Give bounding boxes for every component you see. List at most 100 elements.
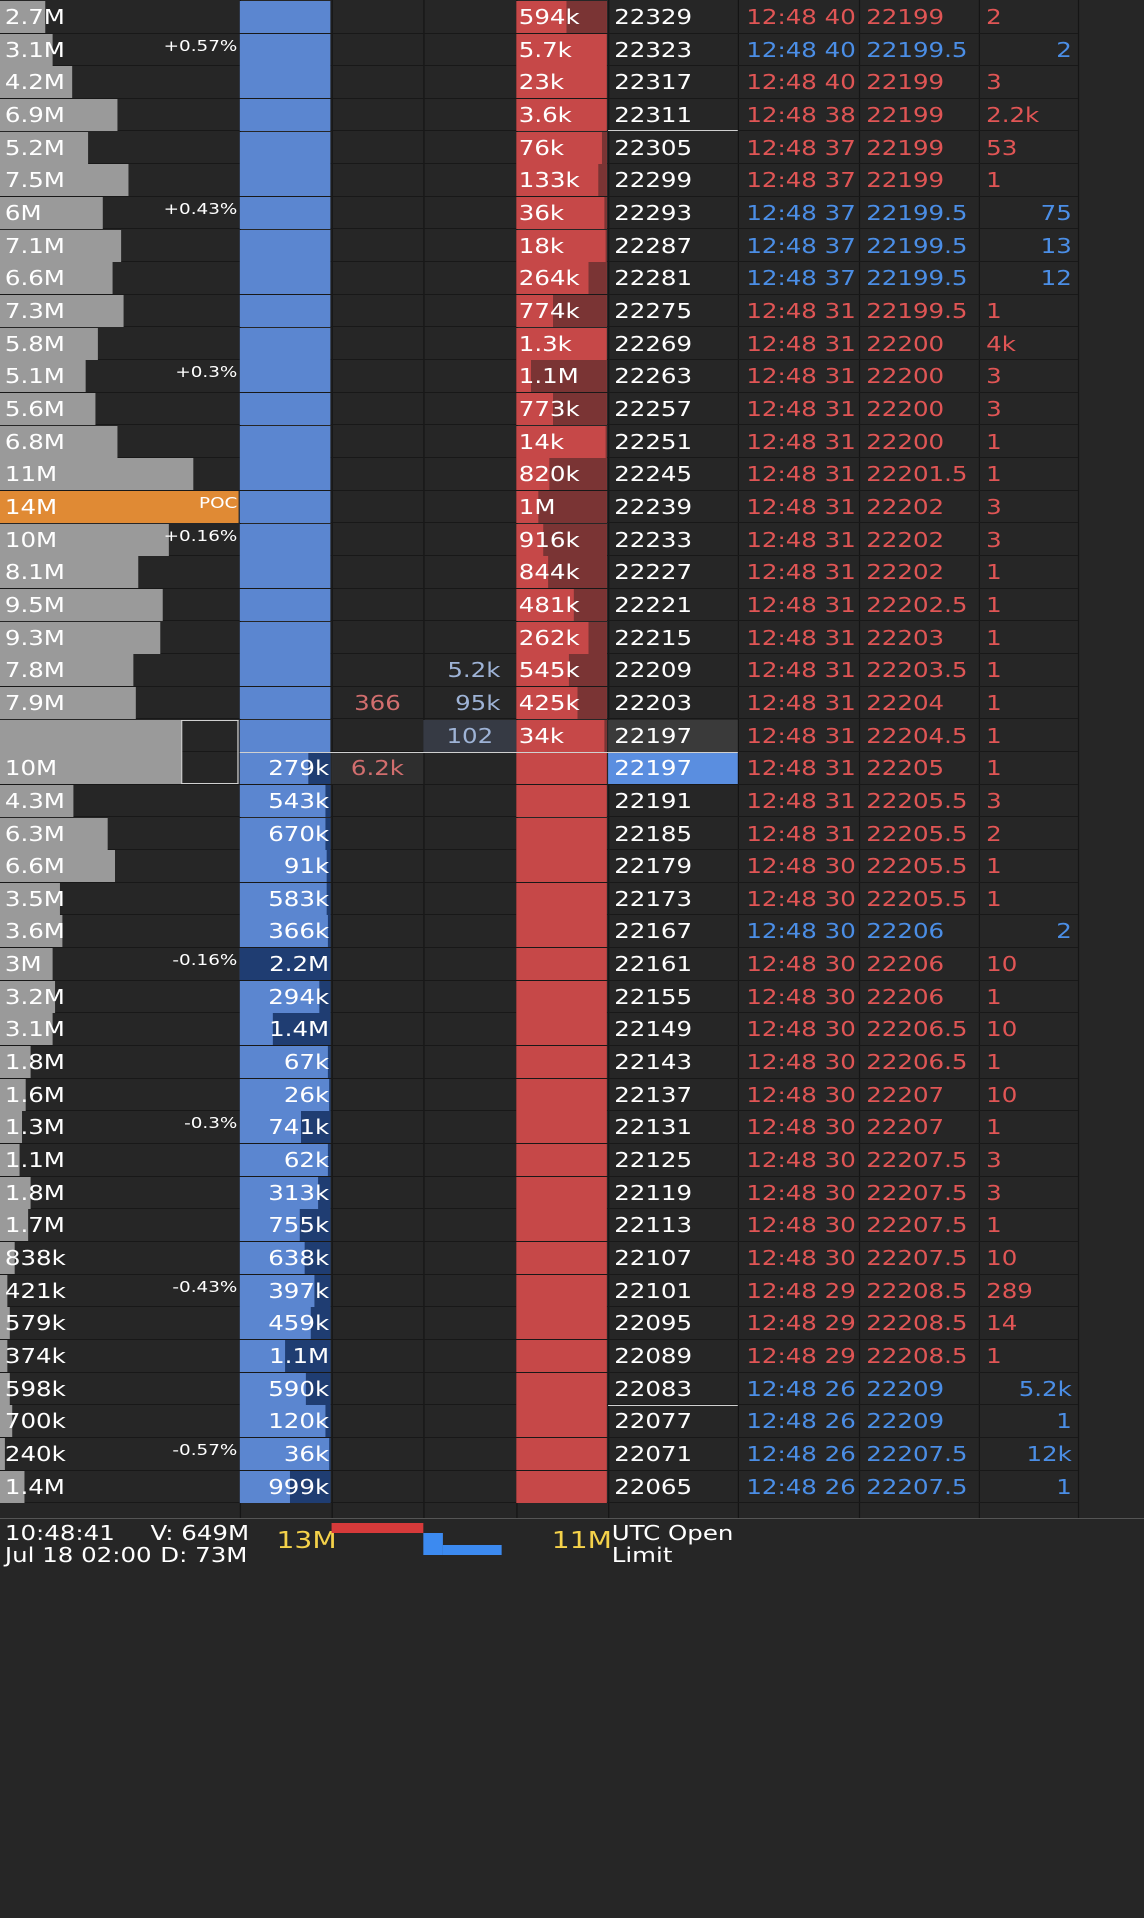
ask-size[interactable]: 18k <box>518 233 565 258</box>
price-level[interactable]: 22275 <box>614 298 693 323</box>
ladder-row[interactable]: 421k -0.43% 397k 22101 12:48 29 22208.5 289 <box>0 1274 1078 1308</box>
ask-size[interactable]: 133k <box>518 168 580 193</box>
price-level[interactable]: 22143 <box>614 1050 693 1075</box>
price-level[interactable]: 22131 <box>614 1115 693 1140</box>
bid-size[interactable]: 543k <box>268 788 330 813</box>
bid-size[interactable]: 279k <box>268 756 330 781</box>
ladder-row[interactable]: 7.5M 133k 22299 12:48 37 22199 1 <box>0 164 1078 197</box>
price-level[interactable]: 22101 <box>614 1278 693 1303</box>
price-level[interactable]: 22293 <box>614 200 693 225</box>
price-level[interactable]: 22065 <box>614 1474 693 1499</box>
price-level[interactable]: 22287 <box>614 233 693 258</box>
price-level[interactable]: 22107 <box>614 1246 693 1271</box>
ladder-row[interactable]: 5.6M 773k 22257 12:48 31 22200 3 <box>0 392 1078 426</box>
ladder-row[interactable]: 240k -0.57% 36k 22071 12:48 26 22207.5 12k <box>0 1438 1078 1471</box>
bid-size[interactable]: 1.1M <box>269 1344 330 1369</box>
ladder-row[interactable]: 3.1M 1.4M 22149 12:48 30 22206.5 10 <box>0 1013 1078 1046</box>
price-level[interactable]: 22233 <box>614 527 693 552</box>
price-level[interactable]: 22167 <box>614 919 693 944</box>
price-level[interactable]: 22113 <box>614 1213 693 1238</box>
price-level[interactable]: 22317 <box>614 70 693 95</box>
ask-size[interactable]: 545k <box>518 658 580 683</box>
price-level[interactable]: 22299 <box>614 168 693 193</box>
ladder-row[interactable]: 5.1M +0.3% 1.1M 22263 12:48 31 22200 3 <box>0 360 1078 393</box>
ladder-row[interactable]: 34k 102 22197 12:48 31 22204.5 1 <box>0 719 1078 753</box>
ask-size[interactable]: 264k <box>518 266 580 291</box>
ladder-row[interactable]: 10M +0.16% 916k 22233 12:48 31 22202 3 <box>0 523 1078 557</box>
ladder-row[interactable]: 4.2M 23k 22317 12:48 40 22199 3 <box>0 66 1078 99</box>
ask-size[interactable]: 14k <box>518 429 565 454</box>
current-price[interactable]: 22197 <box>608 752 738 785</box>
ask-size[interactable]: 3.6k <box>518 102 572 127</box>
bid-size[interactable]: 999k <box>268 1474 330 1499</box>
ladder-row[interactable]: 7.9M 425k 366 95k 22203 12:48 31 22204 1 <box>0 686 1078 720</box>
ladder-row[interactable]: 14M POC 1M 22239 12:48 31 22202 3 <box>0 490 1078 524</box>
price-level[interactable]: 22149 <box>614 1017 693 1042</box>
price-level[interactable]: 22221 <box>614 592 693 617</box>
ladder-row[interactable]: 3.2M 294k 22155 12:48 30 22206 1 <box>0 980 1078 1014</box>
ask-size[interactable]: 1.3k <box>518 331 572 356</box>
price-level[interactable]: 22215 <box>614 625 693 650</box>
ladder-row[interactable]: 6.8M 14k 22251 12:48 31 22200 1 <box>0 425 1078 459</box>
price-level[interactable]: 22209 <box>614 658 693 683</box>
price-level[interactable]: 22161 <box>614 952 693 977</box>
ladder-row[interactable]: 374k 1.1M 22089 12:48 29 22208.5 1 <box>0 1340 1078 1373</box>
ladder-row[interactable]: 1.3M -0.3% 741k 22131 12:48 30 22207 1 <box>0 1111 1078 1144</box>
price-level[interactable]: 22089 <box>614 1344 693 1369</box>
price-level[interactable]: 22179 <box>614 854 693 879</box>
ask-size[interactable]: 774k <box>518 298 580 323</box>
ask-size[interactable]: 773k <box>518 396 580 421</box>
ladder-row[interactable]: 2.7M 594k 22329 12:48 40 22199 2 <box>0 1 1078 34</box>
bid-size[interactable]: 294k <box>268 984 330 1009</box>
ladder-row[interactable]: 700k 120k 22077 12:48 26 22209 1 <box>0 1405 1078 1438</box>
ask-size[interactable]: 1.1M <box>518 364 579 389</box>
ladder-row[interactable]: 579k 459k 22095 12:48 29 22208.5 14 <box>0 1307 1078 1340</box>
ask-size[interactable]: 262k <box>518 625 580 650</box>
bid-size[interactable]: 313k <box>268 1180 330 1205</box>
price-level[interactable]: 22239 <box>614 494 693 519</box>
price-level[interactable]: 22257 <box>614 396 693 421</box>
ladder-row[interactable]: 6.6M 91k 22179 12:48 30 22205.5 1 <box>0 850 1078 883</box>
bid-size[interactable]: 91k <box>283 854 330 879</box>
bid-size[interactable]: 366k <box>268 919 330 944</box>
ladder-row[interactable]: 838k 638k 22107 12:48 30 22207.5 10 <box>0 1242 1078 1275</box>
price-level[interactable]: 22311 <box>614 102 693 127</box>
price-level[interactable]: 22203 <box>614 690 693 715</box>
ask-size[interactable]: 481k <box>518 592 580 617</box>
price-level[interactable]: 22083 <box>614 1376 693 1401</box>
ladder-row[interactable]: 1.6M 26k 22137 12:48 30 22207 10 <box>0 1078 1078 1112</box>
bid-size[interactable]: 583k <box>268 886 330 911</box>
ladder-row[interactable]: 11M 820k 22245 12:48 31 22201.5 1 <box>0 458 1078 491</box>
bid-size[interactable]: 26k <box>283 1082 330 1107</box>
bid-size[interactable]: 62k <box>283 1148 330 1173</box>
bid-size[interactable]: 2.2M <box>269 952 330 977</box>
price-level[interactable]: 22305 <box>614 135 693 160</box>
price-level[interactable]: 22137 <box>614 1082 693 1107</box>
bid-size[interactable]: 67k <box>283 1050 330 1075</box>
ladder-row[interactable]: 1.1M 62k 22125 12:48 30 22207.5 3 <box>0 1144 1078 1177</box>
bid-size[interactable]: 120k <box>268 1409 330 1434</box>
price-level[interactable]: 22173 <box>614 886 693 911</box>
ladder-row[interactable]: 6.9M 3.6k 22311 12:48 38 22199 2.2k <box>0 98 1078 132</box>
ask-size[interactable]: 820k <box>518 462 580 487</box>
ladder-row[interactable]: 9.3M 262k 22215 12:48 31 22203 1 <box>0 621 1078 655</box>
ladder-row[interactable]: 5.8M 1.3k 22269 12:48 31 22200 4k <box>0 327 1078 361</box>
ladder-row[interactable]: 7.8M 545k 5.2k 22209 12:48 31 22203.5 1 <box>0 654 1078 687</box>
ask-size[interactable]: 23k <box>518 70 565 95</box>
ask-size[interactable]: 916k <box>518 527 580 552</box>
price-level[interactable]: 22077 <box>614 1409 693 1434</box>
bid-size[interactable]: 741k <box>268 1115 330 1140</box>
ladder-row[interactable]: 1.8M 313k 22119 12:48 30 22207.5 3 <box>0 1176 1078 1210</box>
bid-size[interactable]: 36k <box>283 1442 330 1467</box>
price-level[interactable]: 22095 <box>614 1311 693 1336</box>
ladder-row[interactable]: 1.8M 67k 22143 12:48 30 22206.5 1 <box>0 1046 1078 1079</box>
bid-size[interactable]: 1.4M <box>269 1017 330 1042</box>
price-level[interactable]: 22245 <box>614 462 693 487</box>
price-level[interactable]: 22191 <box>614 788 693 813</box>
ladder-row[interactable]: 8.1M 844k 22227 12:48 31 22202 1 <box>0 556 1078 589</box>
price-level[interactable]: 22269 <box>614 331 693 356</box>
ladder-row[interactable]: 3.1M +0.57% 5.7k 22323 12:48 40 22199.5 2 <box>0 33 1078 67</box>
ladder-row[interactable]: 1.4M 999k 22065 12:48 26 22207.5 1 <box>0 1470 1078 1504</box>
price-level[interactable]: 22071 <box>614 1442 693 1467</box>
ladder-row[interactable]: 1.7M 755k 22113 12:48 30 22207.5 1 <box>0 1209 1078 1242</box>
